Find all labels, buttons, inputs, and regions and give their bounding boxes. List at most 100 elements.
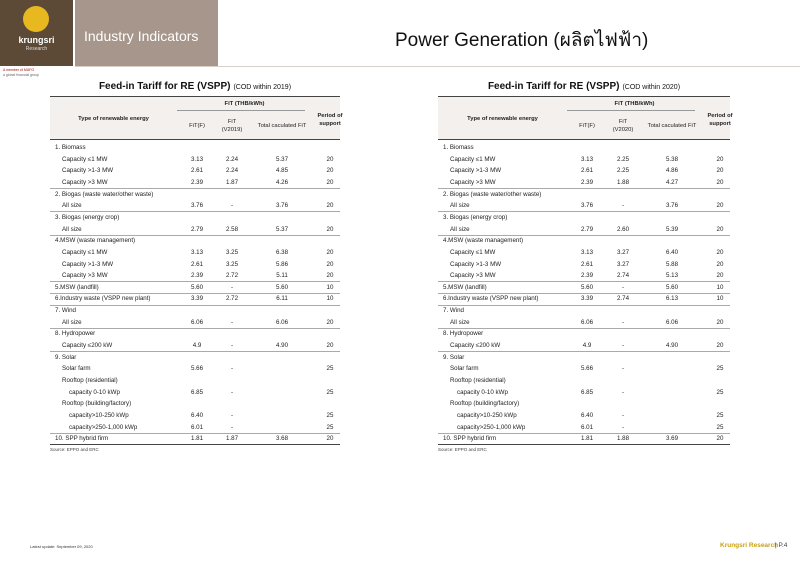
logo-box: krungsri Research	[0, 0, 73, 66]
cell: -	[621, 423, 625, 431]
cell: 20	[716, 318, 724, 326]
row-rule	[438, 281, 730, 283]
row-label: 5.MSW (landfill)	[443, 283, 487, 291]
cell: 5.60	[190, 283, 204, 291]
row-rule	[50, 211, 340, 213]
cell: 5.66	[580, 365, 594, 373]
cell: 25	[716, 423, 724, 431]
cell: 25	[716, 365, 724, 373]
cell: 3.76	[580, 202, 594, 210]
cell: 4.27	[665, 178, 679, 186]
cell: 3.68	[275, 435, 289, 443]
row-label: Capacity ≤200 kW	[62, 342, 113, 350]
table-title: Feed-in Tariff for RE (VSPP) (COD within …	[50, 81, 340, 92]
cell: 10	[716, 295, 724, 303]
row-label: 4.MSW (waste management)	[443, 237, 524, 245]
cell: 5.88	[665, 260, 679, 268]
cell: 5.60	[275, 283, 289, 291]
source: Source: EPPO and ERC	[50, 446, 99, 452]
row-label: capacity 0-10 kWp	[457, 388, 508, 396]
column-header: Total caculated FiT	[647, 123, 697, 129]
cell: 2.39	[580, 178, 594, 186]
row-label: capacity>250-1,000 kWp	[457, 423, 526, 431]
row-rule	[50, 281, 340, 283]
cell: 3.13	[580, 155, 594, 163]
row-rule	[438, 327, 730, 329]
table-title-note: (COD within 2019)	[233, 84, 292, 91]
row-label: 7. Wind	[443, 307, 464, 315]
cell: 20	[326, 155, 334, 163]
cell: -	[230, 423, 234, 431]
cell: 3.69	[665, 435, 679, 443]
cell: -	[621, 365, 625, 373]
cell: 6.06	[190, 318, 204, 326]
header-rule	[438, 139, 730, 140]
cell: 4.85	[275, 167, 289, 175]
cell: -	[230, 411, 234, 419]
row-label: 7. Wind	[55, 307, 76, 315]
cell: 3.27	[616, 260, 630, 268]
cell: 2.74	[616, 295, 630, 303]
cell: 2.72	[225, 295, 239, 303]
row-label: 3. Biogas (energy crop)	[443, 213, 508, 221]
row-label: capacity>250-1,000 kWp	[69, 423, 138, 431]
cell: 20	[716, 248, 724, 256]
cell: 25	[326, 423, 334, 431]
row-label: capacity 0-10 kWp	[69, 388, 120, 396]
row-label: 1. Biomass	[55, 144, 86, 151]
cell: 20	[716, 260, 724, 268]
rule	[438, 96, 730, 97]
cell: 2.39	[580, 272, 594, 280]
cell: 1.88	[616, 435, 630, 443]
cell: 5.39	[665, 225, 679, 233]
row-label: capacity>10-250 kWp	[69, 411, 129, 419]
cell: 6.11	[276, 295, 288, 303]
cell: -	[230, 365, 234, 373]
rule	[177, 110, 305, 111]
cell: -	[621, 388, 625, 396]
cell: 2.25	[616, 155, 630, 163]
cell: 5.60	[580, 283, 594, 291]
row-label: 6.Industry waste (VSPP new plant)	[443, 295, 539, 303]
table-title: Feed-in Tariff for RE (VSPP) (COD within …	[438, 81, 730, 92]
row-label: All size	[450, 225, 470, 233]
row-rule	[438, 188, 730, 190]
cell: 25	[716, 388, 724, 396]
row-label: Capacity >3 MW	[450, 178, 496, 186]
cell: 2.79	[580, 225, 594, 233]
row-label: 10. SPP hybrid firm	[443, 435, 497, 443]
cell: 2.24	[225, 167, 239, 175]
header-bg	[50, 97, 340, 139]
cell: 3.25	[225, 248, 239, 256]
row-rule	[50, 327, 340, 329]
cell: 2.25	[616, 167, 630, 175]
column-header: Type of renewable energy	[467, 116, 538, 122]
row-label: All size	[62, 202, 82, 210]
cell: 6.01	[190, 423, 204, 431]
cell: 1.87	[225, 435, 239, 443]
cell: 6.01	[580, 423, 594, 431]
cell: 20	[716, 272, 724, 280]
cell: 6.38	[275, 248, 289, 256]
column-header: Type of renewable energy	[78, 116, 149, 122]
cell: -	[621, 202, 625, 210]
cell: 5.13	[665, 272, 679, 280]
row-rule	[50, 234, 340, 236]
row-label: Rooftop (building/factory)	[450, 400, 520, 408]
logo-subname: Research	[25, 46, 48, 52]
row-label: Rooftop (residential)	[450, 377, 506, 384]
row-rule	[438, 351, 730, 353]
row-label: Capacity >1-3 MW	[450, 167, 502, 175]
column-header: FiT (THB/kWh)	[224, 101, 265, 107]
header-rule	[50, 139, 340, 140]
cell: 20	[326, 318, 334, 326]
column-header: FiT (V2020)	[612, 119, 634, 133]
row-label: Capacity >1-3 MW	[450, 260, 502, 268]
cell: 6.85	[190, 388, 204, 396]
cell: 20	[716, 202, 724, 210]
cell: 20	[716, 225, 724, 233]
column-header: FiT(F)	[579, 123, 595, 129]
cell: 25	[326, 411, 334, 419]
cell: 6.40	[190, 411, 204, 419]
